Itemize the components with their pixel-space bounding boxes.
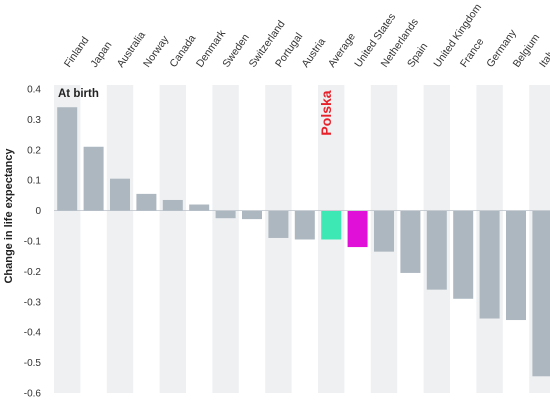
x-tick-label-austria: Austria xyxy=(299,36,328,70)
y-tick-label: -0.2 xyxy=(24,267,42,278)
column-band xyxy=(159,85,186,393)
bar-netherlands xyxy=(374,210,394,252)
x-tick-label-japan: Japan xyxy=(88,39,114,69)
bar-denmark xyxy=(189,204,210,211)
bar-spain xyxy=(400,210,421,273)
bar-united-kingdom xyxy=(426,210,447,290)
y-tick-label: -0.4 xyxy=(24,328,42,339)
y-tick-label: 0.4 xyxy=(27,85,41,96)
y-tick-label: 0 xyxy=(35,206,41,217)
bars xyxy=(57,107,550,377)
y-tick-label: 0.1 xyxy=(27,176,41,187)
bar-portugal xyxy=(268,210,289,238)
bar-japan xyxy=(83,146,104,211)
x-tick-label-italy: Italy xyxy=(537,46,550,69)
y-tick-label: -0.3 xyxy=(24,297,42,308)
at-birth-annotation: At birth xyxy=(58,88,99,100)
bar-germany xyxy=(479,210,500,319)
x-tick-label-finland: Finland xyxy=(62,34,92,69)
y-tick-label: 0.3 xyxy=(27,115,41,126)
y-tick-label: -0.1 xyxy=(24,237,42,248)
x-tick-label-spain: Spain xyxy=(405,41,430,70)
bar-average xyxy=(321,210,342,240)
bar-austria xyxy=(294,210,315,240)
bar-france xyxy=(453,210,474,299)
y-axis-label: Change in life expectancy xyxy=(3,148,15,284)
y-tick-label: -0.5 xyxy=(24,358,42,369)
polska-callout: Polska xyxy=(318,90,334,135)
bar-united-states xyxy=(347,210,368,248)
y-axis-ticks: 0.4 0.3 0.2 0.1 0 -0.1 -0.2 -0.3 -0.4 -0.5 -0.6 xyxy=(24,85,42,400)
bar-sweden xyxy=(215,210,236,219)
x-tick-label-united-kingdom: United Kingdom xyxy=(431,1,484,69)
column-band xyxy=(265,85,292,393)
bar-canada xyxy=(162,199,183,211)
y-tick-label: 0.2 xyxy=(27,145,41,156)
bar-switzerland xyxy=(242,210,262,220)
x-tick-label-france: France xyxy=(458,36,487,70)
bar-australia xyxy=(110,178,130,211)
bar-norway xyxy=(136,193,157,211)
column-band xyxy=(212,85,239,393)
bar-finland xyxy=(57,107,78,211)
column-band xyxy=(106,85,134,393)
x-tick-label-canada: Canada xyxy=(167,33,198,70)
bar-belgium xyxy=(506,210,526,321)
y-tick-label: -0.6 xyxy=(24,389,42,400)
bar-italy xyxy=(532,210,550,377)
